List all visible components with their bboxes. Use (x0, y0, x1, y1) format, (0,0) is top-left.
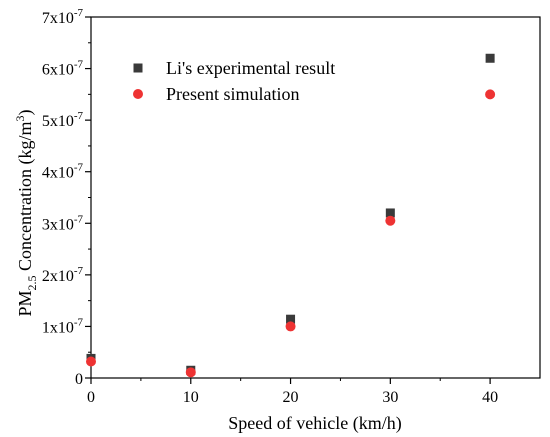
y-tick-label: 4x10-7 (42, 162, 84, 182)
x-tick-label: 20 (283, 389, 299, 406)
experimental-point (385, 208, 395, 218)
experimental-point (485, 53, 495, 63)
simulation-point (285, 321, 296, 332)
x-tick-label: 30 (382, 389, 398, 406)
y-axis-title-pre: PM (15, 290, 35, 316)
y-axis-title: PM2.5 Concentration (kg/m3) (13, 110, 39, 317)
simulation-point (185, 367, 196, 378)
y-tick-mantissa: 0 (75, 371, 83, 388)
y-tick-mantissa: 5x10 (42, 113, 74, 130)
x-tick-label: 0 (87, 389, 95, 406)
legend-label: Present simulation (166, 84, 300, 104)
x-axis-title: Speed of vehicle (km/h) (228, 413, 401, 434)
x-tick-label: 10 (183, 389, 199, 406)
x-tick-label: 40 (482, 389, 498, 406)
y-axis-title-mid: Concentration (kg/m (15, 122, 36, 276)
y-tick-exponent: -7 (74, 213, 84, 225)
y-tick-exponent: -7 (74, 162, 84, 174)
legend-marker-square (133, 63, 143, 73)
y-tick-exponent: -7 (74, 110, 84, 122)
y-tick-exponent: -7 (74, 316, 84, 328)
y-axis-title-sub: 2.5 (25, 275, 39, 290)
y-tick-label: 3x10-7 (42, 213, 84, 233)
y-axis-title-sup: 3 (13, 116, 27, 122)
legend-label: Li's experimental result (166, 58, 335, 78)
simulation-point (385, 215, 396, 226)
simulation-point (86, 356, 96, 367)
y-tick-mantissa: 6x10 (42, 62, 74, 79)
legend-marker-circle (133, 89, 143, 99)
y-tick-label: 6x10-7 (42, 59, 84, 79)
y-tick-mantissa: 7x10 (42, 10, 74, 27)
y-tick-label: 2x10-7 (42, 265, 84, 285)
legend: Li's experimental result Present simulati… (133, 58, 335, 104)
y-tick-label: 0 (75, 371, 83, 388)
y-tick-mantissa: 3x10 (42, 216, 74, 233)
y-tick-label: 1x10-7 (42, 316, 84, 336)
y-tick-exponent: -7 (74, 7, 84, 19)
y-tick-label: 5x10-7 (42, 110, 84, 130)
y-tick-mantissa: 4x10 (42, 165, 74, 182)
y-axis-ticks: 01x10-72x10-73x10-74x10-75x10-76x10-77x1… (42, 7, 91, 388)
y-tick-exponent: -7 (74, 265, 84, 277)
data-points (86, 53, 496, 378)
x-axis-ticks: 0 10 20 30 40 (87, 378, 498, 406)
simulation-point (485, 89, 496, 100)
y-axis-title-post: ) (15, 110, 36, 116)
y-tick-mantissa: 2x10 (42, 268, 74, 285)
experimental-point (286, 314, 296, 324)
y-tick-mantissa: 1x10 (42, 319, 74, 336)
y-tick-exponent: -7 (74, 59, 84, 71)
y-tick-label: 7x10-7 (42, 7, 84, 27)
